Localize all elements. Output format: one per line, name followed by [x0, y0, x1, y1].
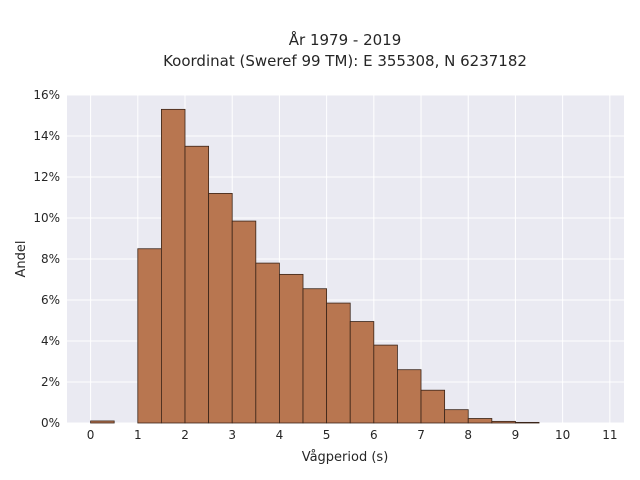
histogram-bar	[279, 273, 304, 424]
histogram-bar	[349, 321, 375, 424]
histogram-bar	[302, 288, 328, 424]
x-axis-label: Vågperiod (s)	[302, 450, 389, 465]
histogram-bar	[137, 248, 162, 424]
histogram-bar	[184, 145, 210, 424]
y-tick-label: 8%	[41, 252, 60, 266]
x-tick-label: 5	[323, 428, 331, 442]
x-tick-labels: 0 1 2 3 4 5 6 7 8 9 10 11	[87, 428, 618, 442]
histogram-bar	[326, 302, 351, 424]
y-tick-label: 0%	[41, 416, 60, 430]
histogram-bar	[397, 369, 422, 424]
y-tick-labels: 0% 2% 4% 6% 8% 10% 12% 14% 16%	[33, 88, 60, 430]
bars	[90, 108, 540, 424]
x-tick-label: 3	[228, 428, 236, 442]
chart-title-line1: År 1979 - 2019	[289, 30, 402, 49]
chart-title-line2: Koordinat (Sweref 99 TM): E 355308, N 62…	[163, 52, 527, 70]
y-tick-label: 2%	[41, 375, 60, 389]
x-tick-label: 6	[370, 428, 378, 442]
y-tick-label: 14%	[33, 129, 60, 143]
x-tick-label: 1	[134, 428, 142, 442]
x-tick-label: 9	[512, 428, 520, 442]
histogram-bar	[515, 421, 540, 424]
histogram-bar	[420, 389, 446, 424]
y-tick-label: 10%	[33, 211, 60, 225]
x-tick-label: 2	[181, 428, 189, 442]
y-tick-label: 4%	[41, 334, 60, 348]
histogram-bar	[444, 409, 469, 424]
histogram-bar	[467, 418, 493, 424]
y-axis-label: Andel	[14, 241, 29, 278]
histogram-bar	[161, 108, 186, 424]
x-tick-label: 4	[276, 428, 284, 442]
histogram-bar	[491, 420, 516, 424]
y-tick-label: 6%	[41, 293, 60, 307]
x-tick-label: 11	[602, 428, 617, 442]
histogram-bar	[90, 420, 115, 424]
histogram-bar	[208, 192, 233, 424]
y-tick-label: 12%	[33, 170, 60, 184]
y-tick-label: 16%	[33, 88, 60, 102]
x-tick-label: 7	[417, 428, 425, 442]
x-tick-label: 10	[555, 428, 570, 442]
histogram-bar	[373, 344, 398, 424]
x-tick-label: 8	[464, 428, 472, 442]
histogram-bar	[255, 262, 280, 424]
x-tick-label: 0	[87, 428, 95, 442]
histogram-bar	[231, 220, 257, 424]
